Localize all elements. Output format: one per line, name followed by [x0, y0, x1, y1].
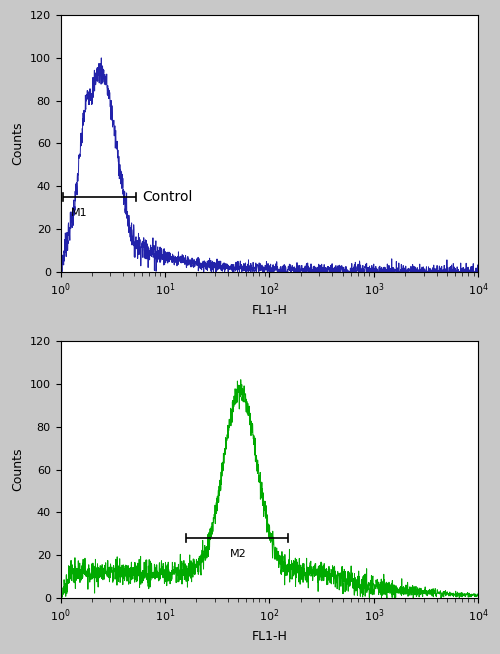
Text: Control: Control	[142, 190, 192, 204]
X-axis label: FL1-H: FL1-H	[252, 303, 288, 317]
X-axis label: FL1-H: FL1-H	[252, 630, 288, 643]
Y-axis label: Counts: Counts	[11, 122, 24, 165]
Y-axis label: Counts: Counts	[11, 448, 24, 491]
Text: M2: M2	[230, 549, 246, 559]
Text: M1: M1	[71, 208, 88, 218]
